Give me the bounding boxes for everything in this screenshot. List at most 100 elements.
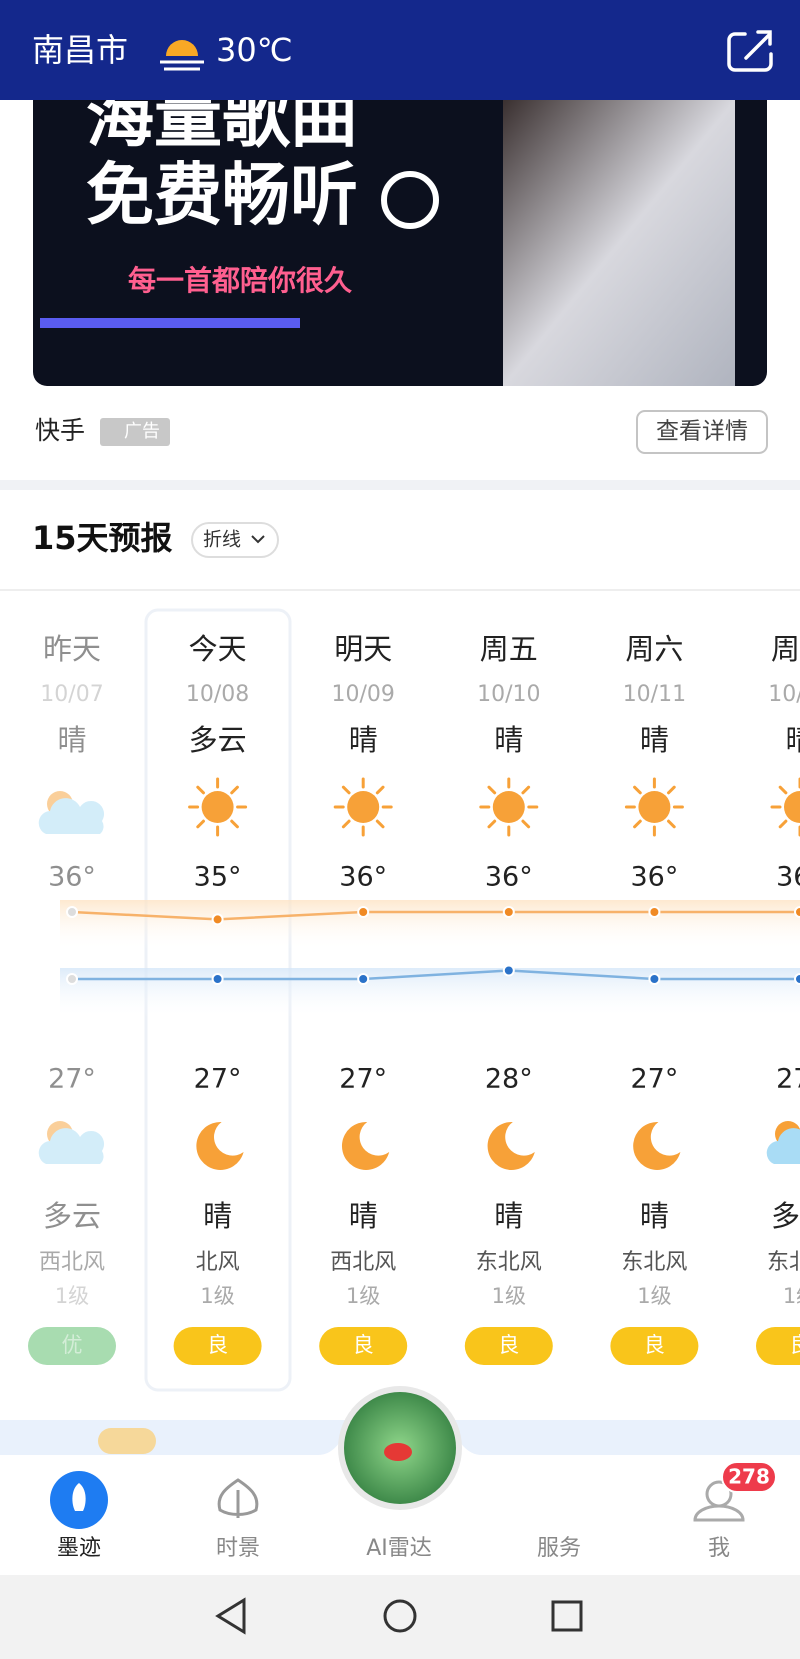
ray: [196, 819, 205, 829]
ad-button[interactable]: [636, 410, 768, 454]
ad-photo: [503, 100, 735, 386]
high-line: [71, 910, 800, 921]
section-title: 15天预报: [32, 519, 173, 557]
low-dot: [211, 973, 224, 985]
ad-tag-bg: [100, 418, 170, 446]
aqi: 良: [790, 1333, 800, 1357]
advertiser: 快手: [35, 416, 85, 445]
temperature: 30℃: [216, 31, 293, 69]
moon-icon: [196, 1121, 244, 1170]
weather-day: 多云: [189, 723, 247, 757]
ad-logo: [381, 171, 439, 229]
weather-day: 晴: [349, 723, 378, 757]
weather-night: 多云: [43, 1199, 101, 1233]
low-label: 27°: [194, 1064, 242, 1095]
system-bar: [0, 1575, 800, 1659]
ray: [521, 785, 531, 795]
aqi: 良: [207, 1333, 228, 1357]
weather-night: 晴: [203, 1199, 232, 1233]
home-button[interactable]: [383, 1599, 417, 1633]
ray: [487, 785, 497, 795]
share-button[interactable]: [727, 30, 773, 72]
wind: 西北风: [39, 1250, 105, 1275]
ray: [667, 785, 676, 795]
low-dot: [66, 973, 78, 985]
ad-headline: 免费畅听: [86, 157, 358, 236]
level: 1级: [492, 1284, 526, 1308]
cloud-icon: [38, 791, 105, 834]
ray: [230, 819, 239, 829]
high-dot: [211, 913, 224, 926]
nav-label[interactable]: AI雷达: [366, 1536, 432, 1561]
ray: [230, 785, 239, 795]
day: 昨天: [43, 632, 101, 666]
sun-icon: [479, 777, 539, 837]
level: 1级: [637, 1284, 671, 1308]
sun-disc: [347, 791, 380, 823]
sun-disc: [201, 791, 234, 823]
high-label: 36°: [630, 862, 678, 893]
ray: [633, 819, 642, 829]
ray: [196, 785, 205, 795]
low-dot: [794, 973, 800, 985]
high-dot: [66, 906, 78, 918]
moon-icon: [341, 1121, 390, 1170]
ray: [375, 819, 385, 829]
date: 10/09: [331, 682, 394, 707]
aqi: 优: [62, 1333, 83, 1357]
level: 1级: [783, 1284, 800, 1308]
low-label: 27°: [48, 1064, 96, 1095]
level: 1级: [346, 1284, 380, 1308]
ray: [633, 785, 642, 795]
ray: [341, 819, 351, 829]
high-label: 36°: [485, 862, 533, 893]
low-dot: [357, 973, 370, 985]
nav-label[interactable]: 墨迹: [57, 1536, 101, 1561]
ray: [667, 819, 676, 829]
date: 10/07: [40, 682, 103, 707]
sun-disc: [638, 791, 671, 823]
weather-day: 晴: [785, 723, 800, 757]
nav-icon[interactable]: [693, 1480, 745, 1522]
mode-toggle[interactable]: [191, 522, 279, 558]
nav-label[interactable]: 服务: [537, 1536, 581, 1561]
cloud: [38, 798, 105, 834]
ray: [487, 819, 497, 829]
sun-icon: [333, 777, 393, 837]
back-button[interactable]: [215, 1597, 246, 1635]
ad-slogan: 每一首都陪你很久: [128, 264, 352, 297]
sun-icon: [624, 777, 684, 837]
nav-icon[interactable]: [217, 1478, 259, 1518]
nav-labels: 墨迹 时景 AI雷达 服务 我: [57, 1536, 730, 1561]
aqi: 良: [498, 1333, 519, 1357]
low-label: 27°: [630, 1064, 678, 1095]
wind: 西北风: [330, 1250, 396, 1275]
city[interactable]: 南昌市: [32, 31, 128, 69]
weather-night: 多云: [771, 1199, 800, 1233]
mode-text[interactable]: 折线: [203, 529, 241, 551]
nav-label[interactable]: 时景: [216, 1536, 260, 1561]
aqi-pill: [464, 1327, 553, 1365]
nav-label[interactable]: 我: [708, 1536, 730, 1561]
weather-night: 晴: [494, 1199, 523, 1233]
cloud: [38, 1128, 105, 1164]
cloud: [766, 1128, 800, 1164]
moon-icon: [487, 1121, 535, 1170]
level: 1级: [55, 1284, 89, 1308]
recent-button[interactable]: [551, 1600, 583, 1632]
cloud-icon: [38, 1121, 105, 1164]
aqi-pill: [610, 1327, 699, 1365]
weather-night: 晴: [640, 1199, 669, 1233]
ad-button-text[interactable]: 查看详情: [656, 419, 748, 445]
badge: [721, 1461, 777, 1493]
aqi: 良: [353, 1333, 374, 1357]
high-band: [60, 900, 800, 950]
high-dot: [648, 906, 661, 918]
day: 周六: [625, 632, 683, 666]
high-label: 36°: [339, 862, 387, 893]
weather-day: 晴: [494, 723, 523, 757]
wind: 东北风: [767, 1250, 800, 1275]
